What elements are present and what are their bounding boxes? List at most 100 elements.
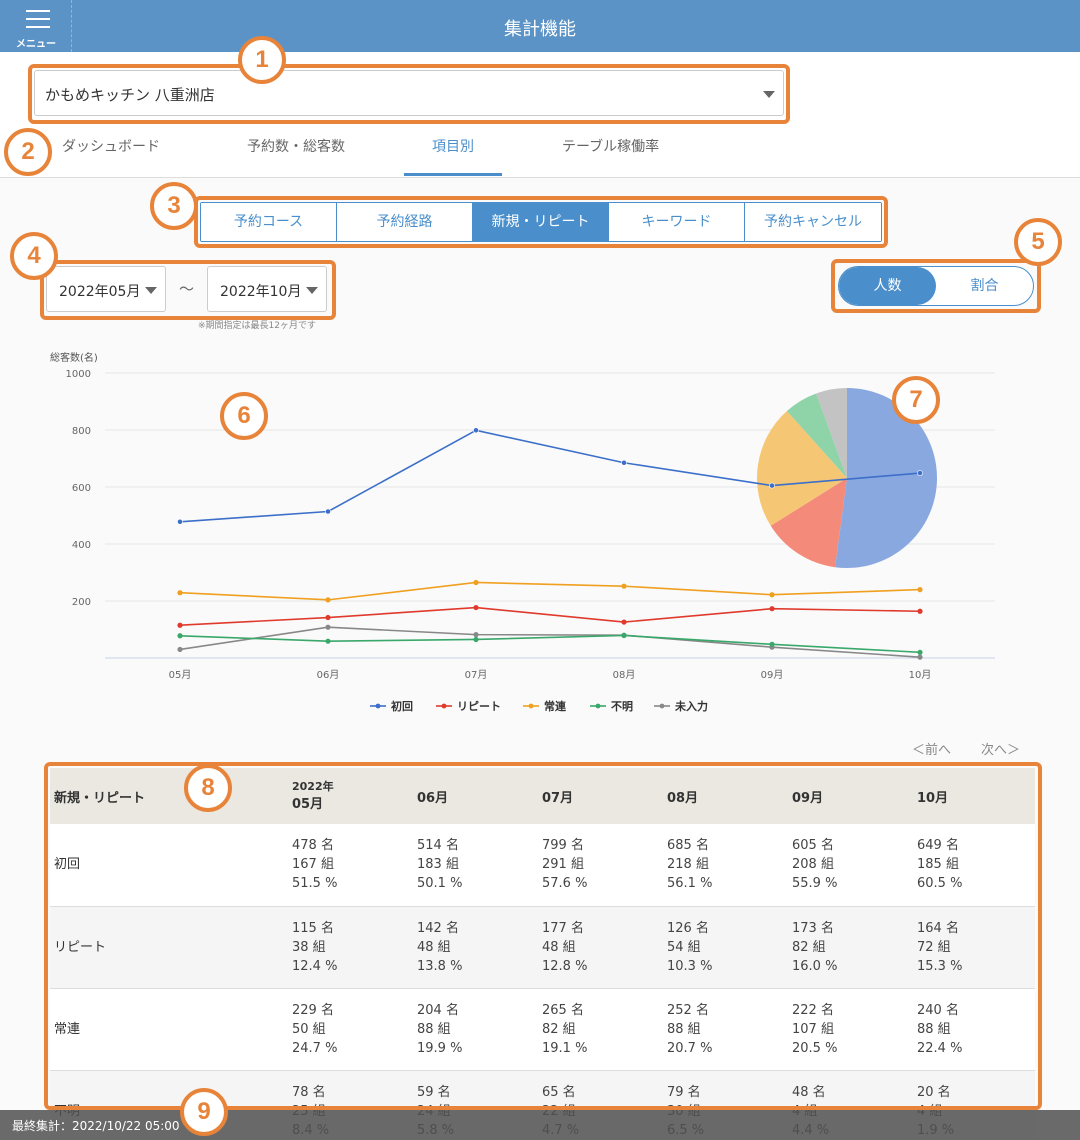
cell-value: 16.0 % (792, 958, 838, 974)
cell-value: 185 組 (917, 857, 959, 873)
tab-table-utilization[interactable]: テーブル稼働率 (562, 139, 660, 155)
legend-label: 常連 (544, 699, 567, 713)
legend-swatch-dot (375, 703, 381, 709)
period-from-value: 2022年05月 (59, 284, 141, 300)
cell-value: 78 名 (292, 1084, 326, 1100)
x-tick-label: 07月 (465, 669, 488, 681)
legend-swatch-dot (659, 703, 665, 709)
data-table: 新規・リピート 2022年 05月 06月 07月 08月 09月 10月 初回 4… (50, 768, 1035, 1140)
tab-active-indicator (404, 173, 502, 176)
annotation-badge: 9 (180, 1088, 228, 1136)
category-tab-route[interactable]: 予約経路 (337, 203, 473, 241)
cell-value: 55.9 % (792, 876, 838, 892)
cell-value: 88 組 (917, 1021, 951, 1037)
pager-next-link[interactable]: 次へ＞ (981, 743, 1021, 758)
table-header-month: 07月 (542, 790, 574, 806)
data-point (473, 579, 479, 586)
series-line (179, 581, 921, 601)
cell-value: 50.1 % (417, 876, 463, 892)
table-cell: 605 名 208 組 55.9 % (788, 824, 913, 906)
mode-toggle: 人数 割合 (838, 266, 1034, 306)
cell-value: 204 名 (417, 1002, 459, 1018)
category-tabs: 予約コース 予約経路 新規・リピート キーワード 予約キャンセル (200, 202, 882, 242)
tab-by-item[interactable]: 項目別 (432, 139, 474, 155)
cell-value: 107 組 (792, 1021, 834, 1037)
cell-value: 173 名 (792, 920, 834, 936)
cell-value: 12.8 % (542, 958, 588, 974)
cell-value: 208 組 (792, 857, 834, 873)
pie-slice (816, 388, 847, 478)
menu-button[interactable]: メニュー (0, 0, 72, 52)
cell-value: 649 名 (917, 838, 959, 854)
row-label: 初回 (54, 857, 81, 873)
cell-value: 59 名 (417, 1084, 451, 1100)
cell-value: 218 組 (667, 857, 709, 873)
page-title: 集計機能 (504, 19, 576, 40)
line-chart: 総客数(名) 200 400 600 800 1000 05月 06月 07月 08月 09月 10月… (50, 351, 995, 713)
period-to-select[interactable]: 2022年10月 (207, 266, 327, 312)
store-select[interactable]: かもめキッチン 八重洲店 (34, 70, 784, 116)
data-point (621, 619, 627, 625)
y-axis-label: 総客数(名) (50, 351, 98, 364)
cell-value: 88 組 (417, 1021, 451, 1037)
series-line (179, 429, 921, 523)
cell-value: 51.5 % (292, 876, 338, 892)
table-cell: 115 名 38 組 12.4 % (288, 906, 413, 988)
data-point (769, 592, 775, 598)
data-point (325, 638, 331, 644)
table-row: 初回 478 名 167 組 51.5 % 514 名 183 組 50.1 % 799 名 2… (50, 824, 1035, 906)
data-point (177, 590, 183, 596)
data-point (917, 587, 923, 593)
data-point (473, 632, 479, 638)
mode-ratio-button[interactable]: 割合 (970, 278, 999, 294)
cell-value: 115 名 (292, 920, 334, 936)
tab-reservations[interactable]: 予約数・総客数 (247, 139, 345, 155)
cell-value: 13.8 % (417, 958, 463, 974)
period-from-select[interactable]: 2022年05月 (46, 266, 166, 312)
y-tick-label: 800 (72, 426, 91, 437)
data-point (177, 646, 183, 653)
data-point (769, 606, 775, 612)
cell-value: 265 名 (542, 1002, 584, 1018)
table-cell: 204 名 88 組 19.9 % (413, 988, 538, 1070)
annotation-box (831, 259, 1041, 313)
pie-slice (770, 478, 847, 568)
pager-prev-link[interactable]: ＜前へ (912, 743, 952, 758)
category-tab-keyword[interactable]: キーワード (609, 203, 745, 241)
table-header-month: 10月 (917, 790, 949, 806)
cell-value: 38 組 (292, 939, 326, 955)
data-point (917, 649, 923, 655)
table-cell: 265 名 82 組 19.1 % (538, 988, 663, 1070)
cell-value: 48 組 (417, 939, 451, 955)
category-tab-new-repeat[interactable]: 新規・リピート (473, 203, 609, 241)
cell-value: 167 組 (292, 857, 334, 873)
x-tick-label: 08月 (613, 669, 636, 681)
pie-slice (835, 388, 937, 568)
data-point (325, 508, 331, 515)
data-point (769, 641, 775, 647)
annotation-box (194, 196, 888, 248)
annotation-badge: 3 (150, 182, 198, 230)
main-tabs: ダッシュボード 予約数・総客数 項目別 テーブル稼働率 (0, 120, 1080, 178)
cell-value: 19.1 % (542, 1040, 588, 1056)
data-point (917, 608, 923, 614)
mode-count-button[interactable]: 人数 (839, 267, 936, 305)
table-cell: 685 名 218 組 56.1 % (663, 824, 788, 906)
category-tab-cancel[interactable]: 予約キャンセル (745, 203, 881, 241)
data-point (177, 633, 183, 639)
cell-value: 126 名 (667, 920, 709, 936)
period-note: ※期間指定は最長12ヶ月です (198, 321, 316, 331)
tab-dashboard[interactable]: ダッシュボード (62, 139, 160, 155)
legend-swatch-dot (595, 703, 601, 709)
cell-value: 222 名 (792, 1002, 834, 1018)
cell-value: 605 名 (792, 838, 834, 854)
period-separator: 〜 (179, 280, 195, 298)
table-cell: 240 名 88 組 22.4 % (913, 988, 1035, 1070)
cell-value: 12.4 % (292, 958, 338, 974)
x-tick-label: 06月 (317, 669, 340, 681)
data-point (917, 470, 923, 476)
category-tab-course[interactable]: 予約コース (201, 203, 337, 241)
cell-value: 22.4 % (917, 1040, 963, 1056)
legend-label: 初回 (391, 699, 413, 713)
table-cell: 252 名 88 組 20.7 % (663, 988, 788, 1070)
